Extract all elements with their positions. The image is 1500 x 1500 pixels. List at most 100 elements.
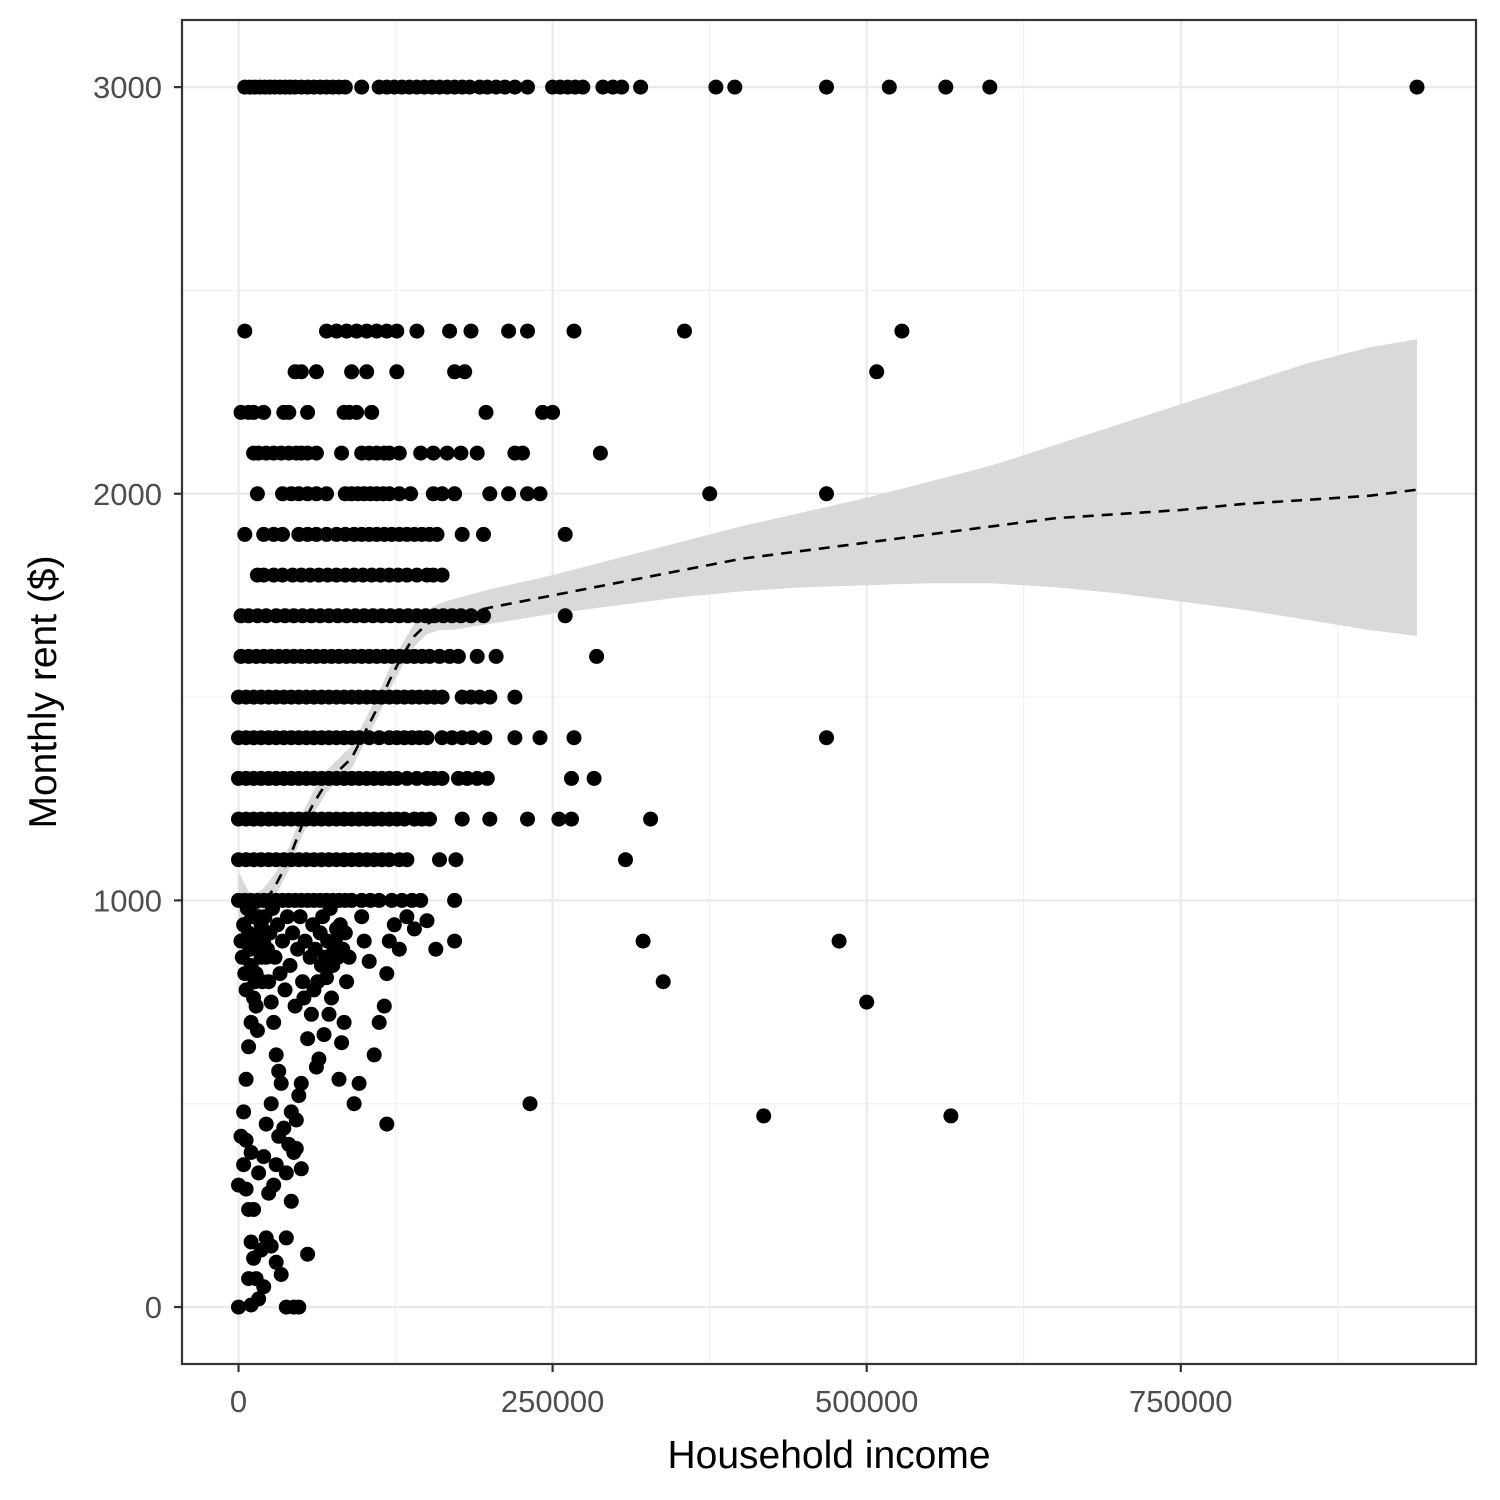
data-point xyxy=(316,1027,332,1043)
data-point xyxy=(708,79,724,95)
y-tick-label: 2000 xyxy=(93,477,162,512)
data-point xyxy=(727,79,743,95)
data-point xyxy=(482,486,498,502)
data-point xyxy=(263,1096,279,1112)
data-point xyxy=(258,1116,274,1132)
data-point xyxy=(359,364,375,380)
data-point xyxy=(1409,79,1425,95)
data-point xyxy=(434,770,450,786)
data-point xyxy=(281,404,297,420)
data-point xyxy=(507,730,523,746)
data-point xyxy=(399,852,415,868)
data-point xyxy=(982,79,998,95)
data-point xyxy=(413,445,429,461)
data-point xyxy=(520,486,535,502)
data-point xyxy=(457,364,473,380)
data-point xyxy=(251,1165,267,1181)
data-point xyxy=(346,1096,362,1112)
data-point xyxy=(243,958,259,973)
data-point xyxy=(308,445,324,461)
data-point xyxy=(551,811,567,827)
data-point xyxy=(643,811,659,827)
data-point xyxy=(419,730,435,746)
data-point xyxy=(319,486,334,502)
data-point xyxy=(254,974,270,990)
data-point xyxy=(633,79,649,95)
y-axis: 0 1000 2000 3000 xyxy=(93,70,182,1325)
data-point xyxy=(479,770,495,786)
data-point xyxy=(391,486,407,502)
data-point xyxy=(557,608,573,624)
data-point xyxy=(476,608,491,624)
data-point xyxy=(399,909,415,925)
data-point xyxy=(334,1035,350,1051)
smooth-line xyxy=(237,488,1418,926)
data-point xyxy=(447,486,463,502)
data-point xyxy=(406,921,422,937)
data-point xyxy=(938,79,954,95)
data-point xyxy=(273,1267,289,1282)
data-point xyxy=(249,1023,265,1038)
x-tick-label: 750000 xyxy=(1129,1384,1232,1419)
data-point xyxy=(522,1096,538,1112)
data-point xyxy=(376,998,392,1014)
data-point xyxy=(381,933,397,949)
data-point xyxy=(303,1006,319,1022)
data-point xyxy=(246,1202,262,1217)
data-point xyxy=(339,974,355,990)
data-point xyxy=(432,852,447,868)
smooth-line-layer xyxy=(237,488,1418,926)
data-point xyxy=(515,445,530,461)
data-point xyxy=(361,953,377,969)
data-point xyxy=(300,1031,316,1047)
data-point xyxy=(403,486,419,502)
data-point xyxy=(265,901,280,916)
data-point xyxy=(300,404,316,420)
data-point xyxy=(532,486,548,502)
data-point xyxy=(482,689,498,705)
data-point xyxy=(869,364,885,380)
data-point xyxy=(267,949,283,965)
data-point xyxy=(614,79,630,95)
panel-border xyxy=(180,18,1478,1366)
data-point xyxy=(293,1075,309,1091)
data-point xyxy=(295,974,311,990)
data-point xyxy=(243,1297,259,1313)
data-point xyxy=(238,1181,254,1197)
data-point xyxy=(566,730,582,746)
data-point xyxy=(273,1075,289,1091)
x-axis: 0 250000 500000 750000 xyxy=(230,1364,1232,1419)
data-point xyxy=(291,1299,307,1315)
y-tick-label: 1000 xyxy=(93,883,162,918)
data-point xyxy=(859,994,875,1010)
data-point xyxy=(297,933,313,949)
data-point xyxy=(419,913,435,929)
data-point xyxy=(501,323,517,339)
data-point xyxy=(277,982,293,998)
data-point xyxy=(275,933,290,949)
data-point xyxy=(575,79,591,95)
data-points xyxy=(231,79,1425,1315)
data-point xyxy=(618,852,633,868)
data-point xyxy=(308,364,324,380)
data-point xyxy=(943,1108,959,1124)
data-point xyxy=(635,933,651,949)
data-point xyxy=(564,811,579,827)
data-point xyxy=(520,811,535,827)
data-point xyxy=(287,998,303,1014)
data-point xyxy=(288,1141,304,1156)
data-point xyxy=(292,909,308,925)
data-point xyxy=(266,1014,282,1030)
data-point xyxy=(469,445,485,461)
data-point xyxy=(354,909,370,925)
data-point xyxy=(241,1039,257,1055)
data-point xyxy=(447,933,463,949)
data-point xyxy=(364,404,380,420)
data-point xyxy=(351,1075,367,1091)
data-point xyxy=(450,648,466,664)
x-tick-label: 0 xyxy=(230,1384,247,1419)
data-point xyxy=(344,364,360,380)
data-point xyxy=(819,730,834,746)
data-point xyxy=(271,1128,287,1144)
